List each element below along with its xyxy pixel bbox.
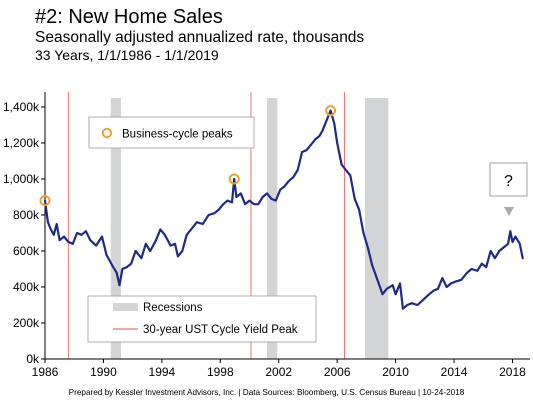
callout-box (489, 162, 528, 197)
recession-band-2 (267, 98, 278, 359)
x-tick-label: 2014 (441, 365, 468, 379)
x-tick-label: 1990 (90, 365, 117, 379)
peak-marker-icon (101, 127, 113, 139)
axes: 0k 200k 400k 600k 800k 1,000k 1,200k 1,400k 1986… (3, 92, 530, 379)
recession-band-1 (110, 98, 121, 359)
series-line-1 (43, 109, 524, 310)
legend-peaks-label: Business-cycle peaks (122, 129, 233, 141)
y-tick-label: 600k (13, 244, 40, 258)
x-tick-label: 2006 (324, 365, 351, 379)
x-tick-label: 1986 (32, 365, 59, 379)
chart-subtitle: Seasonally adjusted annualized rate, tho… (35, 29, 365, 46)
y-tick-label: 1,000k (3, 172, 40, 186)
y-tick-label: 0k (26, 352, 40, 366)
business-cycle-peak-2 (228, 173, 240, 185)
recession-band-3 (364, 98, 389, 359)
callout-text: ? (504, 173, 513, 190)
legend-recessions-yield: Recessions 30-year UST Cycle Yield Peak (87, 295, 317, 343)
legend-peaks-box (88, 116, 255, 149)
callout-arrow-icon (504, 207, 514, 216)
x-tick-label: 2018 (499, 365, 526, 379)
legend-peaks: Business-cycle peaks (88, 116, 255, 149)
callout: ? (489, 162, 528, 216)
y-tick-label: 800k (13, 208, 40, 222)
footer-source: Prepared by Kessler Investment Advisors,… (68, 388, 465, 397)
legend-recessions-label: Recessions (143, 302, 203, 314)
legend-yield-label: 30-year UST Cycle Yield Peak (143, 324, 298, 336)
y-tick-label: 400k (13, 280, 40, 294)
business-cycle-peak-1 (39, 195, 51, 207)
y-tick-label: 1,400k (3, 100, 40, 114)
y-tick-label: 1,200k (3, 136, 40, 150)
peak-markers (39, 105, 337, 207)
x-tick-label: 1994 (149, 365, 176, 379)
chart-title: #2: New Home Sales (35, 6, 223, 28)
chart-period: 33 Years, 1/1/1986 - 1/1/2019 (35, 47, 219, 63)
recession-swatch (113, 303, 138, 311)
x-tick-label: 2002 (265, 365, 292, 379)
x-tick-label: 2010 (382, 365, 409, 379)
y-tick-label: 200k (13, 316, 40, 330)
business-cycle-peak-3 (325, 105, 337, 117)
series-layer (43, 109, 524, 310)
x-tick-label: 1998 (207, 365, 234, 379)
